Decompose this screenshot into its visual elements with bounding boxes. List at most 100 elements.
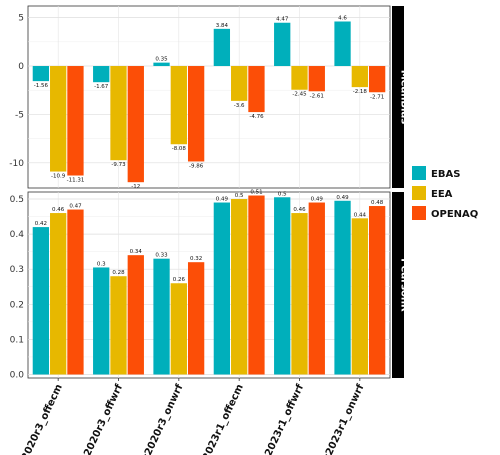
data-label: -2.71 [370, 94, 384, 100]
x-tick-label: v2020r3_onwrf [140, 382, 186, 455]
bar-MeanBias-EBAS-v2023r1_offwrf [274, 22, 291, 67]
data-label: -2.45 [292, 92, 307, 98]
y-tick-label: -10 [9, 159, 24, 169]
y-tick-label: 0.5 [10, 195, 24, 205]
data-label: -1.56 [34, 83, 49, 89]
data-label: 4.47 [276, 17, 289, 23]
data-label: -9.73 [111, 162, 126, 168]
panel-MeanBias: -10 -5 0 5 -1.56 -10.9-11.31 -1.67 -9.73 -12 0.35… [9, 5, 410, 190]
bar-PearsonR-OPENAQ-v2020r3_offwrf [127, 255, 144, 375]
y-tick-label: 0 [18, 62, 24, 72]
bar-PearsonR-OPENAQ-v2020r3_onwrf [187, 262, 205, 375]
data-label: -1.67 [94, 84, 109, 90]
data-label: -10.9 [51, 174, 66, 180]
bar-PearsonR-EEA-v2020r3_offecm [50, 213, 67, 375]
bar-MeanBias-EBAS-v2023r1_onwrf [334, 21, 351, 67]
y-tick-label: 0.4 [10, 230, 25, 240]
y-tick-label: 0.3 [10, 265, 24, 275]
data-label: 0.33 [155, 253, 168, 259]
data-label: -2.18 [353, 89, 368, 95]
bar-PearsonR-OPENAQ-v2023r1_offwrf [308, 202, 325, 375]
bar-PearsonR-EBAS-v2023r1_onwrf [334, 200, 351, 375]
x-tick-label: v2023r1_offecm [198, 383, 246, 455]
data-label: -8.08 [172, 146, 187, 152]
bar-PearsonR-EBAS-v2020r3_onwrf [153, 258, 170, 375]
bar-MeanBias-OPENAQ-v2023r1_offecm [248, 66, 265, 113]
x-axis: v2020r3_offecm v2020r3_offwrf v2020r3_onwr… [17, 378, 367, 455]
x-tick-label: v2023r1_offwrf [260, 382, 306, 455]
x-tick-label: v2020r3_offecm [17, 383, 65, 455]
legend-label-EEA: EEA [431, 189, 453, 200]
panel-PearsonR: 0.0 0.1 0.2 0.3 0.4 0.5 0.42 0.46 0.47 0.3 0.28 0.3… [10, 190, 410, 381]
facet-strip [392, 6, 404, 188]
bar-MeanBias-EBAS-v2020r3_offecm [32, 66, 50, 82]
data-label: -9.86 [189, 163, 204, 169]
data-label: 0.46 [52, 207, 65, 213]
bar-MeanBias-EBAS-v2020r3_onwrf [153, 62, 170, 67]
bar-PearsonR-EEA-v2023r1_onwrf [351, 218, 368, 375]
data-label: -12 [131, 184, 140, 190]
chart-panels: -10 -5 0 5 -1.56 -10.9-11.31 -1.67 -9.73 -12 0.35… [9, 5, 410, 381]
y-tick-label: 5 [18, 14, 24, 24]
bar-PearsonR-EEA-v2020r3_offwrf [110, 276, 127, 375]
bar-MeanBias-EEA-v2023r1_offwrf [291, 66, 308, 90]
data-label: 0.51 [250, 190, 262, 196]
legend-key-OPENAQ [412, 206, 426, 220]
bar-MeanBias-OPENAQ-v2023r1_offwrf [308, 66, 325, 92]
bar-MeanBias-EEA-v2020r3_offwrf [110, 66, 127, 161]
data-label: -2.61 [310, 93, 324, 99]
legend-key-EBAS [412, 166, 426, 180]
data-label: 0.26 [173, 277, 186, 283]
bar-PearsonR-EEA-v2020r3_onwrf [170, 283, 187, 375]
data-label: -4.76 [249, 114, 264, 120]
panel-background [27, 5, 391, 189]
data-label: 0.5 [278, 191, 287, 197]
bar-PearsonR-OPENAQ-v2020r3_offecm [67, 209, 84, 375]
facet-strip-label: MeanBias [399, 70, 410, 124]
bar-MeanBias-OPENAQ-v2020r3_offecm [67, 66, 84, 176]
data-label: 3.84 [216, 23, 229, 29]
bar-MeanBias-EBAS-v2020r3_offwrf [93, 66, 110, 83]
bar-PearsonR-EBAS-v2023r1_offwrf [274, 197, 291, 375]
data-label: 4.6 [338, 15, 347, 21]
data-label: 0.49 [336, 195, 349, 201]
data-label: 0.49 [311, 197, 324, 203]
facet-strip-label: PearsonR [399, 258, 410, 312]
bar-MeanBias-OPENAQ-v2020r3_offwrf [127, 66, 144, 183]
y-tick-label: 0.0 [10, 370, 25, 380]
y-tick-label: 0.1 [10, 335, 24, 345]
bar-PearsonR-OPENAQ-v2023r1_onwrf [368, 206, 386, 375]
data-label: -11.31 [67, 178, 85, 184]
data-label: -3.6 [234, 103, 245, 109]
data-label: 0.34 [130, 249, 143, 255]
legend-key-EEA [412, 186, 426, 200]
y-tick-label: -5 [15, 110, 24, 120]
data-label: 0.35 [155, 57, 168, 63]
bar-PearsonR-EEA-v2023r1_offecm [231, 199, 248, 375]
legend-label-OPENAQ: OPENAQ [431, 209, 478, 220]
bar-MeanBias-OPENAQ-v2020r3_onwrf [187, 66, 205, 162]
bar-MeanBias-OPENAQ-v2023r1_onwrf [368, 66, 386, 93]
y-tick-label: 0.2 [10, 300, 24, 310]
bar-MeanBias-EEA-v2020r3_onwrf [170, 66, 187, 145]
facet-strip [392, 192, 404, 378]
bar-PearsonR-OPENAQ-v2023r1_offecm [248, 195, 265, 375]
data-label: 0.49 [216, 197, 229, 203]
bar-PearsonR-EBAS-v2020r3_offecm [32, 227, 50, 375]
legend: EBAS EEA OPENAQ [412, 166, 478, 220]
bar-MeanBias-EEA-v2023r1_offecm [231, 66, 248, 101]
panel-background [27, 191, 391, 379]
bar-MeanBias-EBAS-v2023r1_offecm [213, 28, 231, 67]
data-label: 0.46 [293, 207, 306, 213]
data-label: 0.42 [35, 221, 47, 227]
data-label: 0.32 [190, 256, 202, 262]
x-tick-label: v2023r1_onwrf [321, 382, 367, 455]
data-label: 0.28 [112, 270, 125, 276]
bar-MeanBias-EEA-v2023r1_onwrf [351, 66, 368, 88]
data-label: 0.48 [371, 200, 384, 206]
legend-label-EBAS: EBAS [431, 169, 460, 180]
bar-PearsonR-EEA-v2023r1_offwrf [291, 213, 308, 375]
data-label: 0.44 [354, 212, 367, 218]
bar-PearsonR-EBAS-v2023r1_offecm [213, 202, 231, 375]
